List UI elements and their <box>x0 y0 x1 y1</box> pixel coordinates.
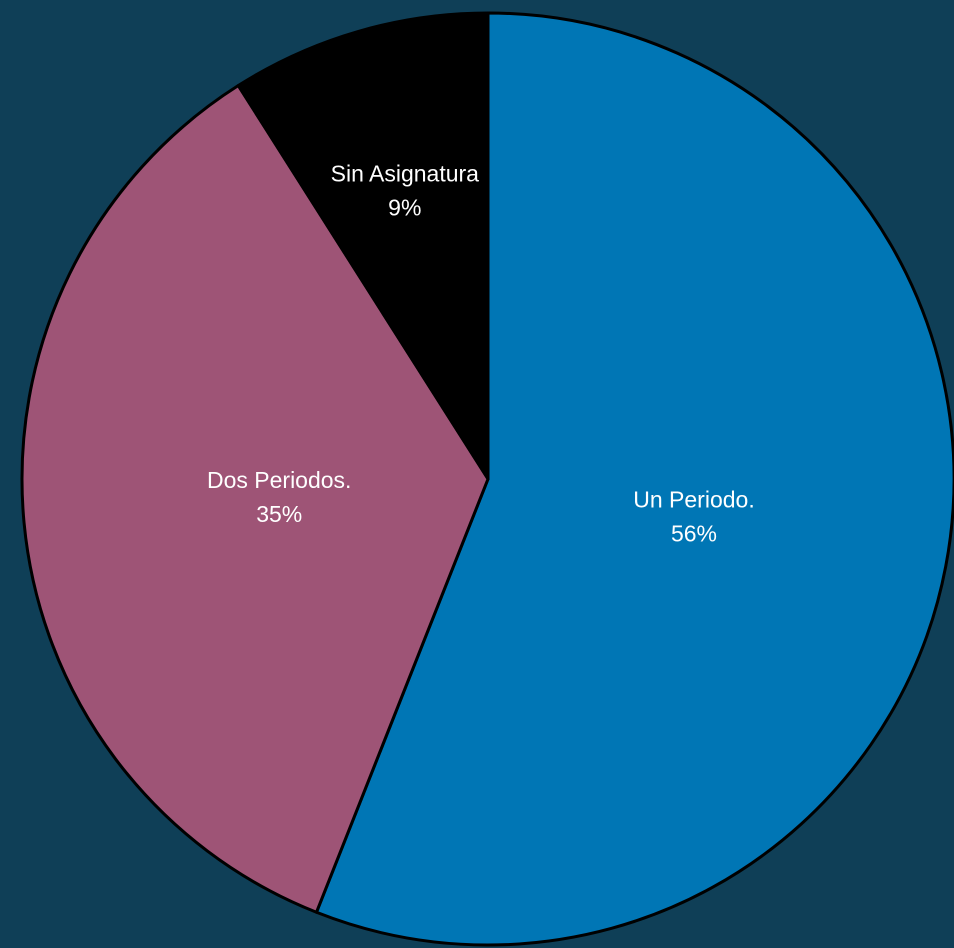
data-label-value: 35% <box>256 501 302 527</box>
data-label-value: 9% <box>388 195 421 221</box>
pie-slice <box>314 11 954 947</box>
data-label-value: 56% <box>671 520 717 546</box>
data-label-category: Un Periodo. <box>633 486 754 512</box>
data-label-category: Sin Asignatura <box>331 161 480 187</box>
pie-slice <box>20 84 490 914</box>
data-label-category: Dos Periodos. <box>207 467 351 493</box>
pie-slice <box>236 11 490 481</box>
